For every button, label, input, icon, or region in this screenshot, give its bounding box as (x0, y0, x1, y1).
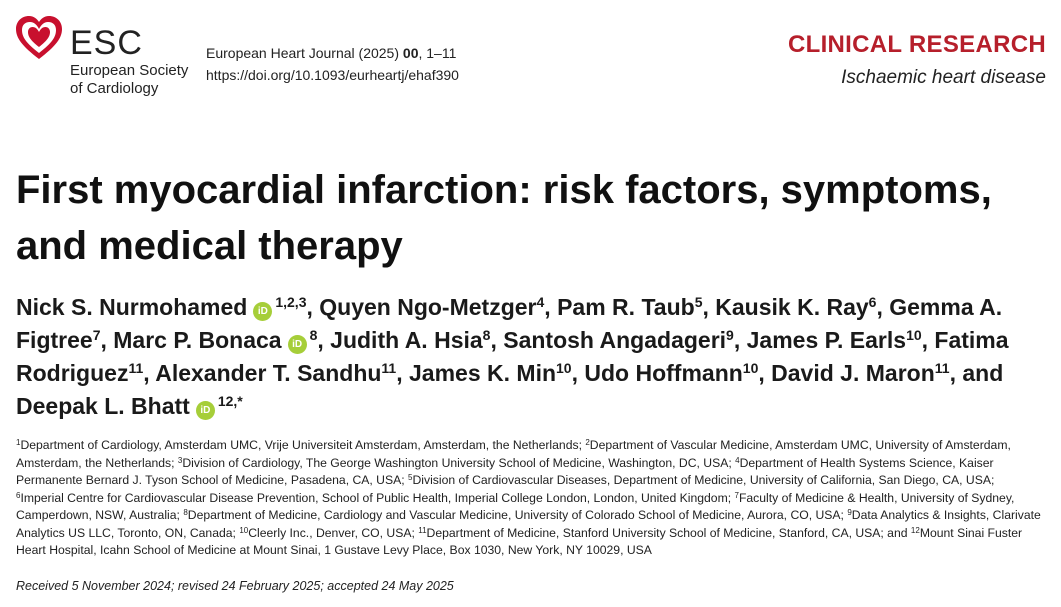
author-name[interactable]: James P. Earls (746, 327, 907, 353)
author-separator: , (571, 360, 585, 386)
affiliation-number: 12 (910, 525, 920, 535)
author-separator: , (702, 294, 716, 320)
orcid-icon[interactable]: iD (195, 401, 215, 420)
journal-volume: 00 (402, 45, 419, 61)
affiliation-number: 1 (16, 438, 21, 447)
orcid-icon[interactable]: iD (253, 302, 273, 321)
author-separator: , (306, 294, 320, 320)
article-dates: Received 5 November 2024; revised 24 Feb… (16, 579, 454, 593)
section-title: CLINICAL RESEARCH (787, 31, 1046, 58)
author-affiliation-marker: 8 (309, 327, 318, 343)
section-subtitle: Ischaemic heart disease (841, 67, 1046, 88)
author-name[interactable]: Fatima Rodriguez (16, 327, 1009, 386)
article-title: First myocardial infarction: risk factor… (16, 168, 992, 268)
author-name[interactable]: Judith A. Hsia (330, 327, 483, 353)
doi-link[interactable]: https://doi.org/10.1093/eurheartj/ehaf39… (206, 67, 459, 83)
author-name[interactable]: Santosh Angadageri (503, 327, 727, 353)
author-name[interactable]: Marc P. Bonaca (113, 327, 282, 353)
affiliations: 1Department of Cardiology, Amsterdam UMC… (16, 437, 1041, 560)
heart-logo-icon (16, 16, 62, 59)
article-section: CLINICAL RESEARCH Ischaemic heart diseas… (788, 31, 1046, 89)
affiliation-text: Data Analytics & Insights, Clarivate Ana… (16, 508, 1041, 540)
author-name[interactable]: Deepak L. Bhatt (16, 393, 190, 419)
author-name[interactable]: Kausik K. Ray (715, 294, 869, 320)
author-name[interactable]: David J. Maron (771, 360, 935, 386)
journal-info: European Heart Journal (2025) 00, 1–11 h… (206, 42, 459, 86)
author-separator: , (733, 327, 747, 353)
author-name[interactable]: Pam R. Taub (557, 294, 695, 320)
affiliation-text: Faculty of Medicine & Health, University… (16, 490, 1015, 523)
journal-name: European Heart Journal (2025) (206, 45, 400, 61)
author-affiliation-marker: 11 (128, 360, 144, 376)
author-separator: , and (949, 360, 1004, 386)
author-separator: , (396, 360, 410, 386)
affiliation-text: Department of Medicine, Stanford Univers… (426, 525, 911, 540)
affiliation-number: 8 (183, 508, 188, 517)
affiliation-text: Department of Cardiology, Amsterdam UMC,… (20, 438, 586, 452)
affiliation-text: Department of Medicine, Cardiology and V… (187, 508, 848, 522)
author-affiliation-marker: 12,* (217, 393, 243, 409)
author-list: Nick S. Nurmohamed iD1,2,3, Quyen Ngo-Met… (16, 291, 1051, 423)
author-affiliation-marker: 8 (482, 327, 491, 343)
author-separator: , (876, 294, 890, 320)
author-affiliation-marker: 4 (536, 294, 545, 310)
affiliation-number: 3 (177, 455, 183, 465)
affiliation-number: 6 (16, 490, 21, 500)
affiliation-number: 10 (239, 525, 249, 535)
affiliation-number: 7 (734, 490, 739, 500)
author-affiliation-marker: 9 (726, 327, 734, 343)
author-affiliation-marker: 7 (92, 327, 101, 343)
author-name[interactable]: Quyen Ngo-Metzger (319, 294, 537, 320)
orcid-icon[interactable]: iD (287, 335, 307, 354)
author-affiliation-marker: 10 (742, 360, 759, 376)
author-separator: , (921, 327, 935, 353)
author-separator: , (317, 327, 331, 353)
affiliation-number: 4 (735, 455, 740, 465)
author-separator: , (100, 327, 114, 353)
logo-abbreviation: ESC (70, 24, 143, 62)
author-name[interactable]: James K. Min (409, 360, 557, 386)
author-separator: , (758, 360, 772, 386)
author-affiliation-marker: 6 (868, 294, 877, 310)
author-name[interactable]: Udo Hoffmann (584, 360, 743, 386)
affiliation-text: Mount Sinai Fuster Heart Hospital, Icahn… (16, 525, 1023, 558)
author-separator: , (143, 360, 156, 386)
affiliation-number: 5 (408, 473, 413, 482)
journal-citation: European Heart Journal (2025) 00, 1–11 (206, 42, 459, 64)
author-affiliation-marker: 5 (694, 294, 703, 310)
logo-society-name: European Society of Cardiology (70, 62, 189, 97)
author-separator: , (490, 327, 504, 353)
affiliation-number: 2 (585, 438, 590, 447)
affiliation-text: Department of Vascular Medicine, Amsterd… (16, 438, 1011, 470)
affiliation-number: 9 (847, 508, 852, 517)
affiliation-text: Cleerly Inc., Denver, CO, USA; (248, 525, 419, 540)
author-affiliation-marker: 11 (934, 360, 950, 376)
author-name[interactable]: Nick S. Nurmohamed (16, 294, 248, 320)
author-affiliation-marker: 10 (906, 327, 922, 343)
affiliation-text: Department of Health Systems Science, Ka… (16, 455, 994, 488)
author-affiliation-marker: 1,2,3 (275, 294, 307, 310)
author-name[interactable]: Gemma A. Figtree (16, 294, 1003, 353)
journal-pages: , 1–11 (418, 45, 457, 61)
author-affiliation-marker: 11 (381, 360, 397, 376)
author-separator: , (544, 294, 558, 320)
affiliation-text: Division of Cardiovascular Diseases, Dep… (412, 473, 995, 487)
author-affiliation-marker: 10 (556, 360, 572, 376)
affiliation-text: Division of Cardiology, The George Washi… (182, 455, 736, 470)
affiliation-text: Imperial Centre for Cardiovascular Disea… (20, 490, 735, 505)
affiliation-number: 11 (418, 525, 427, 535)
author-name[interactable]: Alexander T. Sandhu (155, 360, 382, 386)
esc-logo: ESC European Society of Cardiology (14, 14, 204, 100)
